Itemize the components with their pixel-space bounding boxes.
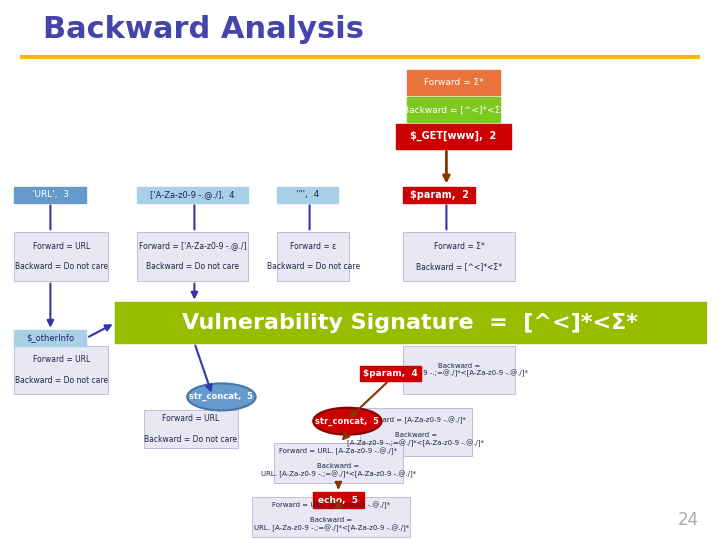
FancyBboxPatch shape [403,187,475,202]
Ellipse shape [187,383,256,410]
Text: Forward = URL

Backward = Do not care: Forward = URL Backward = Do not care [14,355,108,385]
Text: Vulnerability Signature  =  [^<]*<Σ*: Vulnerability Signature = [^<]*<Σ* [182,313,639,333]
Text: Forward = ε

Backward = Do not care: Forward = ε Backward = Do not care [266,241,360,272]
FancyBboxPatch shape [137,232,248,281]
FancyBboxPatch shape [360,366,421,381]
FancyBboxPatch shape [360,408,472,456]
Text: Forward = URL. [A-Za-z0-9 -.@./]*

Backward =
URL. [A-Za-z0-9 -.;=@./]*<[A-Za-z0: Forward = URL. [A-Za-z0-9 -.@./]* Backwa… [261,448,416,478]
Text: Forward = Σ*: Forward = Σ* [424,78,483,87]
FancyBboxPatch shape [14,346,108,394]
FancyBboxPatch shape [277,187,338,202]
Text: '"',  4: '"', 4 [296,191,320,199]
FancyBboxPatch shape [115,302,706,343]
FancyBboxPatch shape [396,124,511,148]
Text: 24: 24 [678,511,698,529]
FancyBboxPatch shape [14,187,86,202]
Text: $_GET[www],  2: $_GET[www], 2 [410,131,497,141]
Text: ['A-Za-z0-9 -.@./],  4: ['A-Za-z0-9 -.@./], 4 [150,191,235,199]
Text: Backward Analysis: Backward Analysis [43,15,364,44]
Ellipse shape [313,408,382,435]
FancyBboxPatch shape [277,232,349,281]
Text: $_otherInfo: $_otherInfo [27,334,74,342]
Text: 'URL',  3: 'URL', 3 [32,191,69,199]
Text: str_concat,  5: str_concat, 5 [315,417,379,426]
FancyBboxPatch shape [14,232,108,281]
Text: Forward = URL

Backward = Do not care: Forward = URL Backward = Do not care [14,241,108,272]
FancyBboxPatch shape [407,97,500,122]
Text: str_concat,  5: str_concat, 5 [189,393,253,401]
FancyBboxPatch shape [313,492,364,508]
FancyBboxPatch shape [403,346,515,394]
Text: Backward =
[A-Za-z0-9 -.;=@./]*<[A-Za-z0-9 -.@./]*: Backward = [A-Za-z0-9 -.;=@./]*<[A-Za-z0… [390,362,528,377]
Text: echo,  5: echo, 5 [318,496,359,504]
FancyBboxPatch shape [14,330,86,346]
Text: Forward = Σ*

Backward = [^<]*<Σ*: Forward = Σ* Backward = [^<]*<Σ* [416,241,502,272]
Text: Forward = URL

Backward = Do not care: Forward = URL Backward = Do not care [144,414,238,444]
FancyBboxPatch shape [403,232,515,281]
Text: Forward = URL. [A-Za-z0-9 -.@./]*

Backward =
URL. [A-Za-z0-9 -.;=@./]*<[A-Za-z0: Forward = URL. [A-Za-z0-9 -.@./]* Backwa… [253,502,409,532]
FancyBboxPatch shape [252,497,410,537]
FancyBboxPatch shape [407,70,500,94]
FancyBboxPatch shape [274,443,403,483]
Text: Forward = ['A-Za-z0-9 -.@./]

Backward = Do not care: Forward = ['A-Za-z0-9 -.@./] Backward = … [139,241,246,272]
FancyBboxPatch shape [144,410,238,448]
Text: $param,  4: $param, 4 [363,369,418,377]
Text: Backward = [^<]*<Σ*: Backward = [^<]*<Σ* [402,105,505,114]
Text: $param,  2: $param, 2 [410,190,469,200]
FancyBboxPatch shape [137,187,248,202]
Text: Forward = [A-Za-z0-9 -.@./]*

Backward =
[A-Za-z0-9 -.;=@./]*<[A-Za-z0-9 -.@./]*: Forward = [A-Za-z0-9 -.@./]* Backward = … [347,417,485,447]
